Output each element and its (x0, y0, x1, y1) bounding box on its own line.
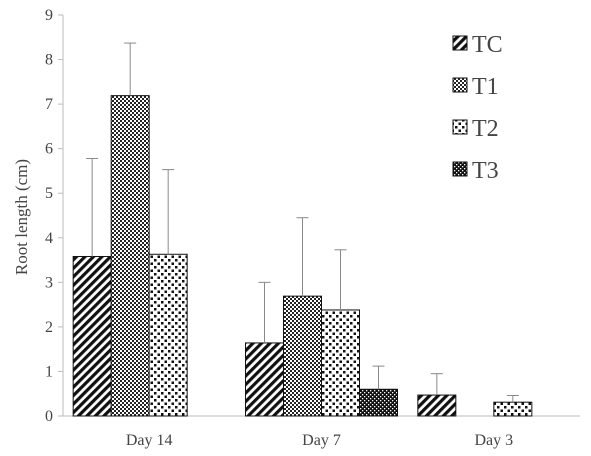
y-tick-label: 5 (45, 185, 53, 202)
legend: TC T1 T2 T3 (452, 32, 503, 184)
y-axis-title: Root length (cm) (12, 159, 31, 275)
legend-label-t1: T1 (472, 74, 499, 100)
y-tick-label: 8 (45, 52, 53, 69)
bar-t2-day-3 (493, 401, 533, 417)
bar-t2-day-7 (321, 309, 360, 417)
error-bars (86, 42, 519, 403)
legend-swatch-t3 (452, 161, 468, 177)
y-tick-label: 6 (45, 141, 53, 158)
x-tick-labels: Day 14 Day 7 Day 3 (126, 432, 513, 449)
legend-label-t3: T3 (472, 158, 499, 184)
legend-swatch-tc (452, 35, 468, 51)
y-tick-label: 3 (45, 274, 53, 291)
legend-label-t2: T2 (472, 116, 499, 142)
bar-t3-day-7 (359, 388, 398, 417)
legend-label-tc: TC (472, 32, 503, 58)
y-tick-label: 4 (45, 230, 53, 247)
bar-tc-day-3 (417, 394, 457, 417)
legend-swatch-t1 (452, 77, 468, 93)
y-tick-label: 2 (45, 319, 53, 336)
bar-t1-day-7 (283, 295, 322, 417)
y-tick-label: 7 (45, 96, 53, 113)
bars (72, 95, 533, 417)
y-tick-labels: 0 1 2 3 4 5 6 7 8 9 (45, 7, 63, 425)
y-tick-label: 9 (45, 7, 53, 24)
x-tick-label: Day 3 (475, 432, 514, 449)
x-tick-label: Day 14 (126, 432, 173, 449)
bar-tc-day-7 (245, 342, 284, 417)
y-tick-label: 1 (45, 363, 53, 380)
bar-tc-day-14 (72, 255, 112, 417)
bar-t1-day-14 (110, 95, 150, 417)
bar-t2-day-14 (148, 253, 188, 417)
legend-swatch-t2 (452, 119, 468, 135)
y-tick-label: 0 (45, 408, 53, 425)
x-tick-label: Day 7 (302, 432, 341, 449)
